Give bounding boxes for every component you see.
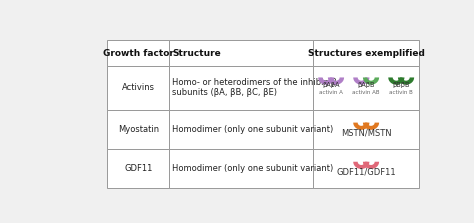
Bar — [170, 66, 313, 110]
Bar — [107, 66, 170, 110]
Text: Structure: Structure — [173, 49, 221, 58]
Text: activin B: activin B — [389, 90, 413, 95]
Text: βAβA: βAβA — [322, 82, 340, 88]
Polygon shape — [388, 77, 404, 85]
Text: GDF11: GDF11 — [124, 164, 153, 173]
Polygon shape — [363, 162, 379, 169]
Bar — [107, 41, 170, 66]
Bar — [170, 149, 313, 188]
Bar — [170, 41, 313, 66]
Text: GDF11/GDF11: GDF11/GDF11 — [337, 167, 396, 177]
Bar — [107, 110, 170, 149]
Bar — [313, 41, 419, 66]
Polygon shape — [328, 77, 344, 85]
Bar — [313, 110, 419, 149]
Bar — [170, 110, 313, 149]
Polygon shape — [353, 123, 369, 130]
Text: Myostatin: Myostatin — [118, 125, 159, 134]
Text: Structures exemplified: Structures exemplified — [308, 49, 425, 58]
Text: Homodimer (only one subunit variant): Homodimer (only one subunit variant) — [173, 164, 334, 173]
Text: βBβB: βBβB — [392, 82, 410, 88]
Text: activin AB: activin AB — [353, 90, 380, 95]
Bar — [313, 66, 419, 110]
Bar — [313, 149, 419, 188]
Polygon shape — [353, 77, 369, 85]
Text: MSTN/MSTN: MSTN/MSTN — [341, 128, 392, 137]
Text: Activins: Activins — [122, 83, 155, 92]
Text: βAβB: βAβB — [357, 82, 375, 88]
Bar — [107, 149, 170, 188]
Polygon shape — [398, 77, 414, 85]
Polygon shape — [318, 77, 334, 85]
Polygon shape — [363, 77, 379, 85]
Polygon shape — [363, 123, 379, 130]
Text: Homodimer (only one subunit variant): Homodimer (only one subunit variant) — [173, 125, 334, 134]
Text: activin A: activin A — [319, 90, 343, 95]
Text: Homo- or heterodimers of the inhibin β
subunits (βA, βB, βC, βE): Homo- or heterodimers of the inhibin β s… — [173, 78, 337, 97]
Text: Growth factor: Growth factor — [103, 49, 173, 58]
Polygon shape — [353, 162, 369, 169]
